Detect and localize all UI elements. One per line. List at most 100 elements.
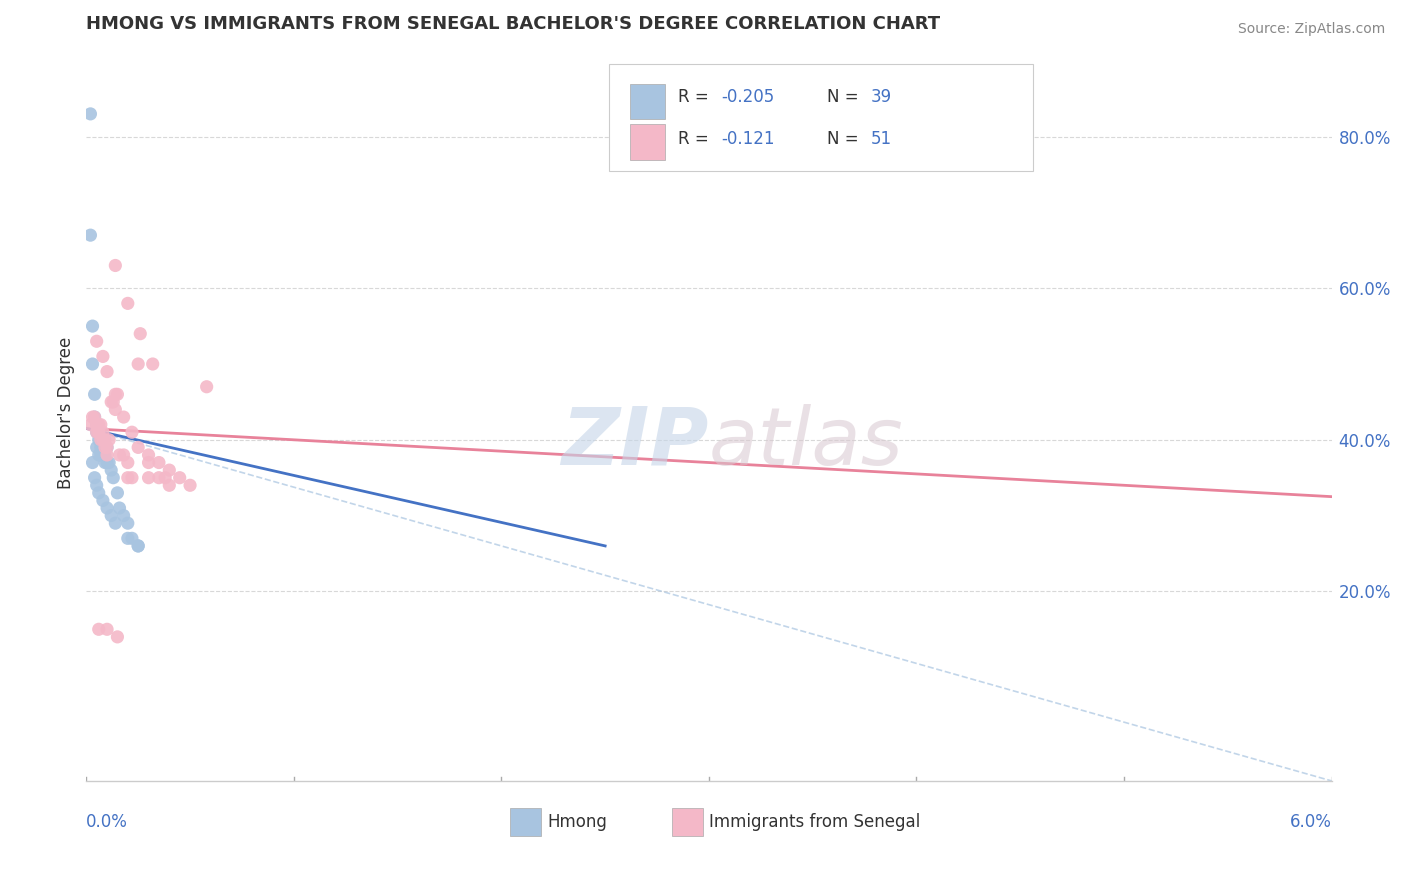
Text: ZIP: ZIP — [561, 404, 709, 482]
Point — [83, 471, 105, 485]
Point — [90, 433, 112, 447]
Text: HMONG VS IMMIGRANTS FROM SENEGAL BACHELOR'S DEGREE CORRELATION CHART: HMONG VS IMMIGRANTS FROM SENEGAL BACHELO… — [86, 15, 941, 33]
Text: atlas: atlas — [709, 404, 904, 482]
Point — [90, 448, 112, 462]
Point — [87, 486, 110, 500]
Point — [104, 516, 127, 531]
FancyBboxPatch shape — [609, 64, 1032, 170]
FancyBboxPatch shape — [510, 808, 541, 836]
Point — [87, 425, 110, 440]
Text: N =: N = — [827, 88, 865, 106]
Point — [94, 441, 117, 455]
FancyBboxPatch shape — [630, 124, 665, 160]
Point — [121, 471, 143, 485]
Point — [87, 425, 110, 440]
Point — [195, 380, 218, 394]
Y-axis label: Bachelor's Degree: Bachelor's Degree — [58, 337, 75, 490]
Point — [107, 630, 129, 644]
Point — [79, 107, 101, 121]
Point — [117, 456, 139, 470]
Point — [117, 296, 139, 310]
Point — [94, 448, 117, 462]
Point — [86, 417, 108, 432]
Point — [90, 417, 112, 432]
Point — [96, 501, 118, 516]
Point — [117, 532, 139, 546]
Point — [82, 456, 104, 470]
Point — [148, 471, 170, 485]
Point — [91, 433, 114, 447]
Point — [94, 456, 117, 470]
Point — [103, 471, 125, 485]
Point — [91, 493, 114, 508]
Point — [153, 471, 176, 485]
Point — [104, 259, 127, 273]
Point — [83, 410, 105, 425]
Point — [157, 478, 180, 492]
Point — [121, 425, 143, 440]
Point — [86, 425, 108, 440]
Point — [96, 456, 118, 470]
Point — [86, 441, 108, 455]
Point — [112, 508, 135, 523]
Point — [86, 334, 108, 349]
Point — [87, 622, 110, 636]
Point — [127, 441, 149, 455]
Point — [91, 350, 114, 364]
Point — [96, 441, 118, 455]
Point — [104, 402, 127, 417]
Point — [96, 448, 118, 462]
Point — [83, 387, 105, 401]
Text: 6.0%: 6.0% — [1289, 814, 1331, 831]
Point — [142, 357, 165, 371]
Text: Source: ZipAtlas.com: Source: ZipAtlas.com — [1237, 22, 1385, 37]
Point — [127, 539, 149, 553]
Text: -0.121: -0.121 — [721, 130, 775, 148]
Text: -0.205: -0.205 — [721, 88, 775, 106]
Point — [79, 417, 101, 432]
Point — [86, 478, 108, 492]
Point — [117, 471, 139, 485]
Point — [96, 365, 118, 379]
Point — [103, 395, 125, 409]
Text: Immigrants from Senegal: Immigrants from Senegal — [709, 814, 920, 831]
Point — [91, 448, 114, 462]
Text: 0.0%: 0.0% — [86, 814, 128, 831]
Text: 51: 51 — [870, 130, 891, 148]
Point — [82, 410, 104, 425]
Point — [79, 228, 101, 243]
Point — [82, 319, 104, 334]
Point — [107, 486, 129, 500]
Text: R =: R = — [678, 130, 714, 148]
Point — [100, 463, 122, 477]
Point — [98, 456, 121, 470]
Point — [94, 433, 117, 447]
Text: R =: R = — [678, 88, 714, 106]
Point — [90, 441, 112, 455]
Point — [83, 410, 105, 425]
Point — [100, 508, 122, 523]
Point — [112, 410, 135, 425]
Point — [108, 501, 131, 516]
Point — [157, 463, 180, 477]
Point — [127, 357, 149, 371]
Point — [96, 441, 118, 455]
Point — [96, 622, 118, 636]
Text: Hmong: Hmong — [547, 814, 607, 831]
Point — [169, 471, 191, 485]
Point — [138, 471, 160, 485]
Point — [107, 387, 129, 401]
Point — [100, 395, 122, 409]
Point — [112, 448, 135, 462]
FancyBboxPatch shape — [672, 808, 703, 836]
Point — [121, 532, 143, 546]
Point — [87, 448, 110, 462]
Point — [108, 448, 131, 462]
Point — [129, 326, 152, 341]
Point — [86, 425, 108, 440]
Point — [138, 448, 160, 462]
Point — [98, 433, 121, 447]
Point — [104, 387, 127, 401]
Point — [127, 539, 149, 553]
Text: N =: N = — [827, 130, 865, 148]
